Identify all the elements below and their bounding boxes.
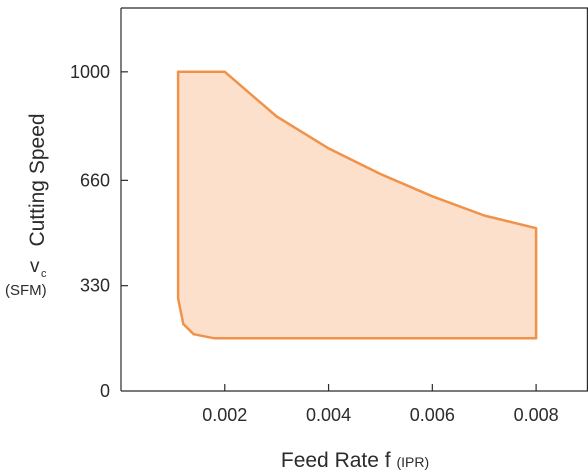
y-tick-label: 660 xyxy=(80,170,110,190)
x-axis-title-main: Feed Rate f xyxy=(281,449,397,472)
y-axis-title: Cutting Speed xyxy=(26,113,49,246)
operating-region-area-0 xyxy=(176,70,538,340)
y-axis-symbol: v xyxy=(30,256,40,277)
x-axis-title: Feed Rate f (IPR) xyxy=(281,449,429,472)
y-tick-label: 1000 xyxy=(70,62,110,82)
y-axis-unit: (SFM) xyxy=(5,282,47,299)
x-tick-label: 0.002 xyxy=(202,405,247,425)
y-tick-label: 330 xyxy=(80,276,110,296)
x-axis-title-unit: (IPR) xyxy=(396,454,429,470)
x-tick-label: 0.004 xyxy=(306,405,351,425)
x-tick-label: 0.008 xyxy=(514,405,559,425)
x-tick-label: 0.006 xyxy=(410,405,455,425)
y-axis-symbol-subscript: c xyxy=(41,268,47,280)
y-tick-label: 0 xyxy=(100,381,110,401)
